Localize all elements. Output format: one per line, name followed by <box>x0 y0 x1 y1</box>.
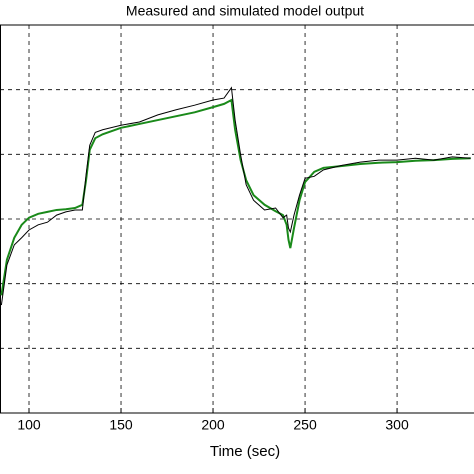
x-axis-label: Time (sec) <box>210 443 280 460</box>
chart-title: Measured and simulated model output <box>126 3 364 19</box>
plot-frame <box>0 24 474 414</box>
x-tick-label: 250 <box>293 417 317 433</box>
x-tick-label: 100 <box>17 417 41 433</box>
series-line <box>0 98 471 296</box>
x-tick-label: 150 <box>109 417 133 433</box>
x-tick-label: 300 <box>385 417 409 433</box>
x-tick-label: 200 <box>201 417 225 433</box>
series-line <box>0 86 471 306</box>
